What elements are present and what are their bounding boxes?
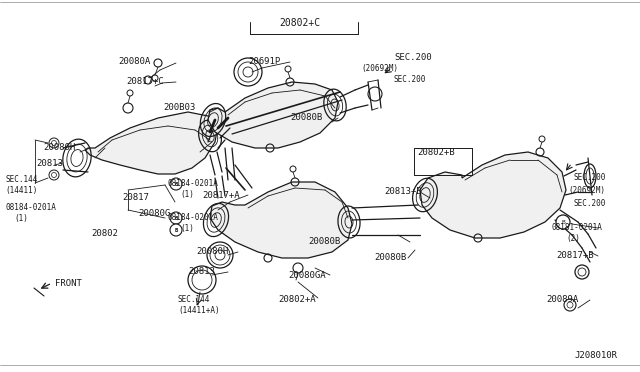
Text: 20817: 20817: [122, 193, 149, 202]
Text: B: B: [174, 215, 178, 221]
Text: (1): (1): [14, 215, 28, 224]
Polygon shape: [208, 82, 338, 148]
Text: 20817+C: 20817+C: [126, 77, 164, 87]
Text: 20080H: 20080H: [43, 144, 76, 153]
Polygon shape: [420, 152, 566, 238]
Polygon shape: [210, 182, 352, 258]
Text: J208010R: J208010R: [574, 350, 617, 359]
Text: 08184-0201A: 08184-0201A: [168, 214, 219, 222]
Circle shape: [170, 178, 182, 190]
Text: 20802+C: 20802+C: [280, 18, 321, 28]
Text: (14411+A): (14411+A): [178, 307, 220, 315]
Text: B: B: [561, 219, 565, 224]
Text: 08184-0201A: 08184-0201A: [168, 179, 219, 187]
Text: 20080H: 20080H: [196, 247, 228, 257]
Text: 20080B: 20080B: [290, 113, 323, 122]
Text: 20089A: 20089A: [546, 295, 579, 305]
Text: (20692M): (20692M): [568, 186, 605, 195]
Text: SEC.200: SEC.200: [394, 76, 426, 84]
Circle shape: [170, 212, 182, 224]
Text: SEC.144: SEC.144: [178, 295, 211, 305]
Text: 20802+B: 20802+B: [417, 148, 455, 157]
Text: 20813+B: 20813+B: [384, 187, 422, 196]
Text: 20817+B: 20817+B: [556, 251, 594, 260]
Text: (14411): (14411): [5, 186, 37, 196]
Text: 08181-0201A: 08181-0201A: [552, 224, 603, 232]
Text: SEC.144: SEC.144: [5, 176, 37, 185]
Text: (1): (1): [180, 224, 194, 234]
Circle shape: [556, 215, 570, 229]
Text: 20080G: 20080G: [138, 208, 170, 218]
Circle shape: [170, 224, 182, 236]
Text: 20817+A: 20817+A: [202, 190, 239, 199]
Text: FRONT: FRONT: [55, 279, 82, 288]
Text: 20813: 20813: [36, 158, 63, 167]
Text: 200B03: 200B03: [163, 103, 195, 112]
Text: 20691P: 20691P: [248, 58, 280, 67]
Text: B: B: [174, 182, 178, 186]
Text: SEC.200: SEC.200: [574, 199, 606, 208]
Text: 20802+A: 20802+A: [278, 295, 316, 305]
Text: (2): (2): [566, 234, 580, 244]
Text: (20692M): (20692M): [361, 64, 398, 74]
Text: SEC.200: SEC.200: [394, 52, 431, 61]
Text: 20813: 20813: [188, 267, 215, 276]
Text: SEC.200: SEC.200: [574, 173, 606, 183]
Text: 08184-0201A: 08184-0201A: [5, 203, 56, 212]
Text: 20080B: 20080B: [374, 253, 406, 263]
Text: 20802: 20802: [91, 228, 118, 237]
Text: (1): (1): [180, 189, 194, 199]
Polygon shape: [85, 112, 218, 174]
Text: 20080B: 20080B: [308, 237, 340, 247]
Text: 20080GA: 20080GA: [288, 270, 326, 279]
Text: B: B: [174, 228, 178, 232]
Text: 20080A: 20080A: [118, 58, 150, 67]
